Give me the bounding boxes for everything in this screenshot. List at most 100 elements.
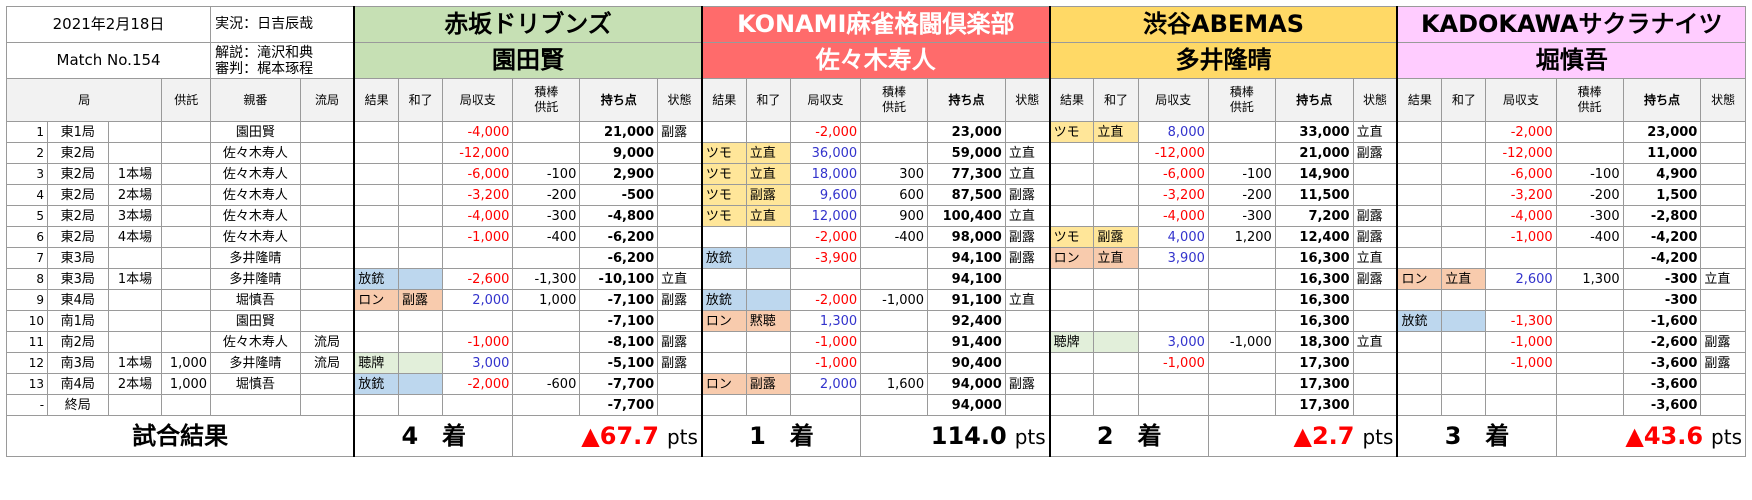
ryukyoku-cell: 流局 bbox=[299, 352, 355, 374]
agari-cell bbox=[745, 268, 791, 290]
tsumibo-cell bbox=[1207, 289, 1276, 311]
agari-cell bbox=[745, 352, 791, 374]
agari-cell: 立直 bbox=[745, 163, 791, 185]
table-row: - 終局 -7,700 94,000 17,300 -3,600 bbox=[5, 394, 1746, 416]
ryukyoku-cell bbox=[299, 184, 355, 206]
result-score-team1: 114.0 pts bbox=[860, 415, 1051, 457]
header-shushi-team3: 局収支 bbox=[1485, 78, 1557, 122]
shushi-cell: 2,000 bbox=[442, 289, 514, 311]
row-number: 13 bbox=[5, 373, 49, 395]
mochiten-cell: -10,100 bbox=[579, 268, 659, 290]
status-cell: 副露 bbox=[1700, 331, 1746, 353]
status-cell bbox=[1004, 310, 1051, 332]
ryukyoku-cell bbox=[299, 289, 355, 311]
kyoku-cell: 南3局 bbox=[47, 352, 109, 374]
mochiten-cell: 1,500 bbox=[1622, 184, 1702, 206]
result-cell bbox=[353, 247, 399, 269]
honba-cell: 1本場 bbox=[107, 268, 163, 290]
shushi-cell bbox=[789, 394, 862, 416]
tsumibo-cell bbox=[1207, 310, 1276, 332]
shushi-cell bbox=[1137, 310, 1209, 332]
table-row: 11 南2局 佐々木寿人 流局 -1,000 -8,100 副露 -1,000 91,400 聴牌… bbox=[5, 331, 1746, 353]
result-cell: ロン bbox=[700, 373, 747, 395]
status-cell bbox=[1700, 226, 1746, 248]
status-cell bbox=[657, 205, 703, 227]
status-cell bbox=[1700, 310, 1746, 332]
status-cell bbox=[657, 184, 703, 206]
honba-cell bbox=[107, 394, 163, 416]
table-row: 13 南4局 2本場 1,000 堀慎吾 放銃 -2,000 -600 -7,700 ロン 副露 2,… bbox=[5, 373, 1746, 395]
agari-cell bbox=[745, 289, 791, 311]
status-cell: 立直 bbox=[1700, 268, 1746, 290]
mochiten-cell: 23,000 bbox=[1622, 121, 1702, 143]
tsumibo-cell bbox=[512, 142, 581, 164]
tsumibo-cell: -600 bbox=[512, 373, 581, 395]
result-cell bbox=[353, 163, 399, 185]
agari-cell: 立直 bbox=[1093, 247, 1139, 269]
table-row: 2 東2局 佐々木寿人 -12,000 9,000 ツモ 立直 36,000 59,000 立直 -… bbox=[5, 142, 1746, 164]
header-tsumibo-line1: 積棒 bbox=[1229, 85, 1254, 99]
referee-credit: 審判：梶本琢程 bbox=[215, 60, 314, 77]
mochiten-cell: -2,600 bbox=[1622, 331, 1702, 353]
tsumibo-cell bbox=[860, 331, 929, 353]
tsumibo-cell: 1,200 bbox=[1207, 226, 1276, 248]
status-cell bbox=[1352, 352, 1398, 374]
header-result-team1: 結果 bbox=[700, 78, 747, 122]
tsumibo-cell bbox=[1207, 121, 1276, 143]
agari-cell bbox=[1441, 373, 1487, 395]
shushi-cell: 8,000 bbox=[1137, 121, 1209, 143]
agari-cell bbox=[1441, 331, 1487, 353]
tsumibo-cell bbox=[1207, 268, 1276, 290]
kyotaku-cell bbox=[161, 394, 212, 416]
agari-cell bbox=[1093, 142, 1139, 164]
shushi-cell: -3,200 bbox=[442, 184, 514, 206]
status-cell bbox=[1700, 205, 1746, 227]
shushi-cell bbox=[1485, 247, 1557, 269]
agari-cell bbox=[397, 268, 444, 290]
agari-cell bbox=[397, 226, 444, 248]
result-cell bbox=[1396, 142, 1443, 164]
tsumibo-cell bbox=[860, 247, 929, 269]
agari-cell: 立直 bbox=[1441, 268, 1487, 290]
mochiten-cell: 87,500 bbox=[927, 184, 1006, 206]
result-score-value: ▲43.6 bbox=[1625, 421, 1704, 450]
result-label: 試合結果 bbox=[6, 415, 355, 457]
mochiten-cell: 7,200 bbox=[1274, 205, 1354, 227]
tsumibo-cell: -1,000 bbox=[1207, 331, 1276, 353]
mochiten-cell: -300 bbox=[1622, 289, 1702, 311]
result-cell: 聴牌 bbox=[1048, 331, 1095, 353]
kyoku-cell: 東2局 bbox=[47, 142, 109, 164]
shushi-cell bbox=[1137, 394, 1209, 416]
status-cell: 副露 bbox=[657, 352, 703, 374]
header-shushi-team2: 局収支 bbox=[1137, 78, 1209, 122]
result-cell bbox=[1048, 184, 1095, 206]
mochiten-cell: 16,300 bbox=[1274, 289, 1354, 311]
honba-cell bbox=[107, 121, 163, 143]
player-name-0: 園田賢 bbox=[353, 42, 703, 79]
agari-cell: 黙聴 bbox=[745, 310, 791, 332]
oya-cell: 佐々木寿人 bbox=[210, 205, 301, 227]
mochiten-cell: 17,300 bbox=[1274, 394, 1354, 416]
status-cell bbox=[1352, 373, 1398, 395]
status-cell: 副露 bbox=[1352, 142, 1398, 164]
result-cell: ロン bbox=[700, 310, 747, 332]
result-cell bbox=[1396, 331, 1443, 353]
result-cell bbox=[1048, 205, 1095, 227]
player-name-3: 堀慎吾 bbox=[1396, 42, 1747, 79]
header-kyoku: 局 bbox=[5, 78, 163, 122]
tsumibo-cell bbox=[1555, 247, 1624, 269]
result-cell: ツモ bbox=[700, 163, 747, 185]
honba-cell: 1本場 bbox=[107, 352, 163, 374]
ryukyoku-cell bbox=[299, 163, 355, 185]
result-rank-team1: 1 着 bbox=[700, 415, 862, 457]
ryukyoku-cell bbox=[299, 247, 355, 269]
shushi-cell: -2,000 bbox=[1485, 121, 1557, 143]
shushi-cell bbox=[442, 394, 514, 416]
result-cell: 放銃 bbox=[353, 373, 399, 395]
status-cell bbox=[1004, 121, 1051, 143]
shushi-cell: 1,300 bbox=[789, 310, 862, 332]
tsumibo-cell bbox=[1207, 373, 1276, 395]
shushi-cell: -2,600 bbox=[442, 268, 514, 290]
agari-cell bbox=[1441, 163, 1487, 185]
status-cell bbox=[1352, 184, 1398, 206]
